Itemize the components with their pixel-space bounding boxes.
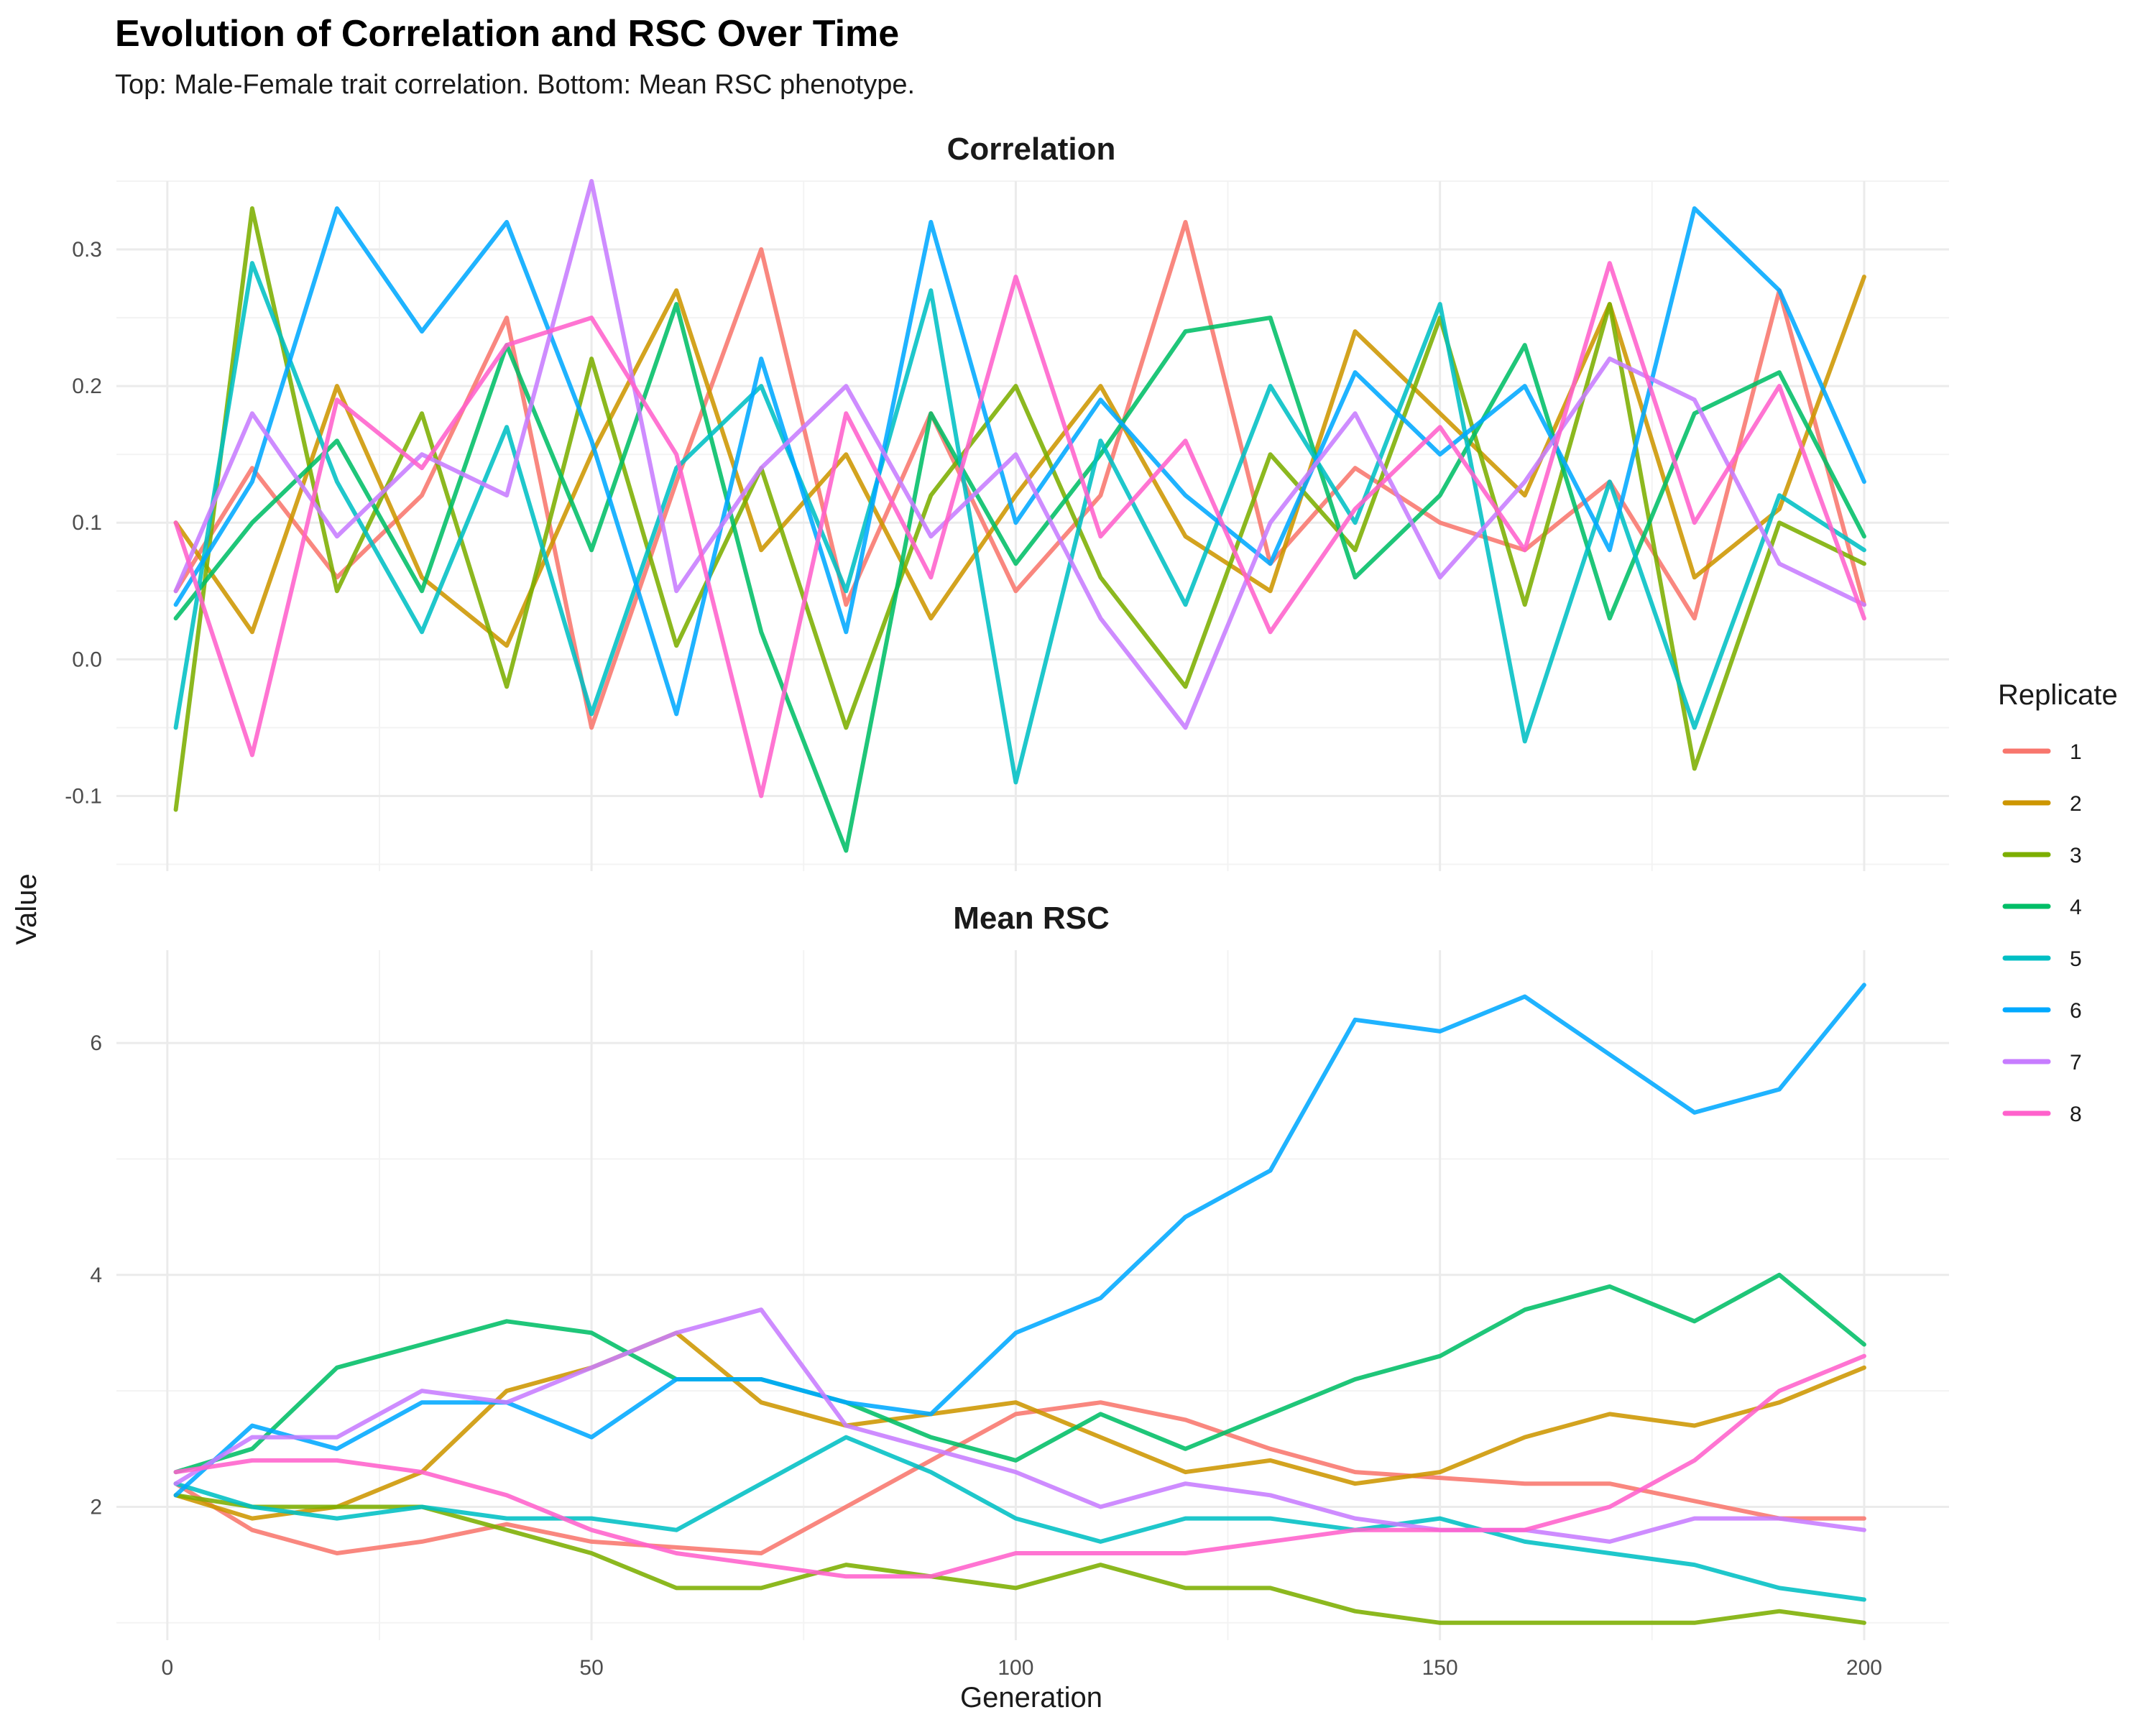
legend-label-5: 5 [2070,947,2082,971]
panel-title-correlation: Correlation [947,132,1116,167]
series-line-replicate-5 [173,1435,1866,1602]
y-tick-label: -0.1 [65,784,102,808]
chart-subtitle: Top: Male-Female trait correlation. Bott… [115,70,915,100]
legend-label-6: 6 [2070,999,2082,1023]
series-line-replicate-2 [173,275,1866,648]
series-line-replicate-7 [173,1307,1866,1544]
y-tick-label: 6 [90,1031,102,1055]
series-line-replicate-3 [173,1493,1866,1625]
x-axis-title: Generation [960,1682,1102,1714]
series-line-replicate-5 [173,261,1866,785]
panel-mean-rsc: Mean RSC 2 4 6 [90,901,1949,1640]
series-line-replicate-6 [173,206,1866,717]
y-tick-label: 4 [90,1264,102,1287]
series-line-replicate-8 [173,1353,1866,1579]
legend-label-3: 3 [2070,844,2082,868]
series-line-replicate-1 [173,1400,1866,1555]
legend-label-8: 8 [2070,1103,2082,1126]
series-line-replicate-2 [173,1330,1866,1521]
y-axis-title: Value [11,873,42,944]
series-line-replicate-4 [173,302,1866,853]
series-line-replicate-1 [173,220,1866,730]
panel-title-mean-rsc: Mean RSC [953,901,1110,936]
chart-title: Evolution of Correlation and RSC Over Ti… [115,13,899,55]
series-line-replicate-3 [173,206,1866,812]
y-tick-label: 0.3 [72,238,102,262]
series-line-replicate-7 [173,179,1866,730]
legend-label-4: 4 [2070,896,2082,919]
legend-title: Replicate [1998,679,2118,711]
x-tick-label: 150 [1422,1656,1458,1680]
y-tick-label: 0.2 [72,374,102,398]
x-tick-label: 100 [998,1656,1033,1680]
legend-label-7: 7 [2070,1051,2082,1075]
x-tick-label: 50 [579,1656,603,1680]
y-tick-label: 0.0 [72,648,102,671]
series-line-replicate-4 [173,1272,1866,1475]
x-tick-label: 0 [161,1656,173,1680]
y-tick-label: 0.1 [72,511,102,535]
legend-label-1: 1 [2070,740,2082,764]
series-line-replicate-8 [173,261,1866,799]
panel-correlation: Correlation -0.1 0.0 0.1 0.2 0.3 [65,132,1949,871]
y-tick-label: 2 [90,1495,102,1519]
series-line-replicate-6 [173,983,1866,1498]
legend-label-2: 2 [2070,792,2082,816]
x-tick-label: 200 [1846,1656,1882,1680]
legend: Replicate 1 2 3 4 5 6 7 8 [1998,679,2118,1126]
